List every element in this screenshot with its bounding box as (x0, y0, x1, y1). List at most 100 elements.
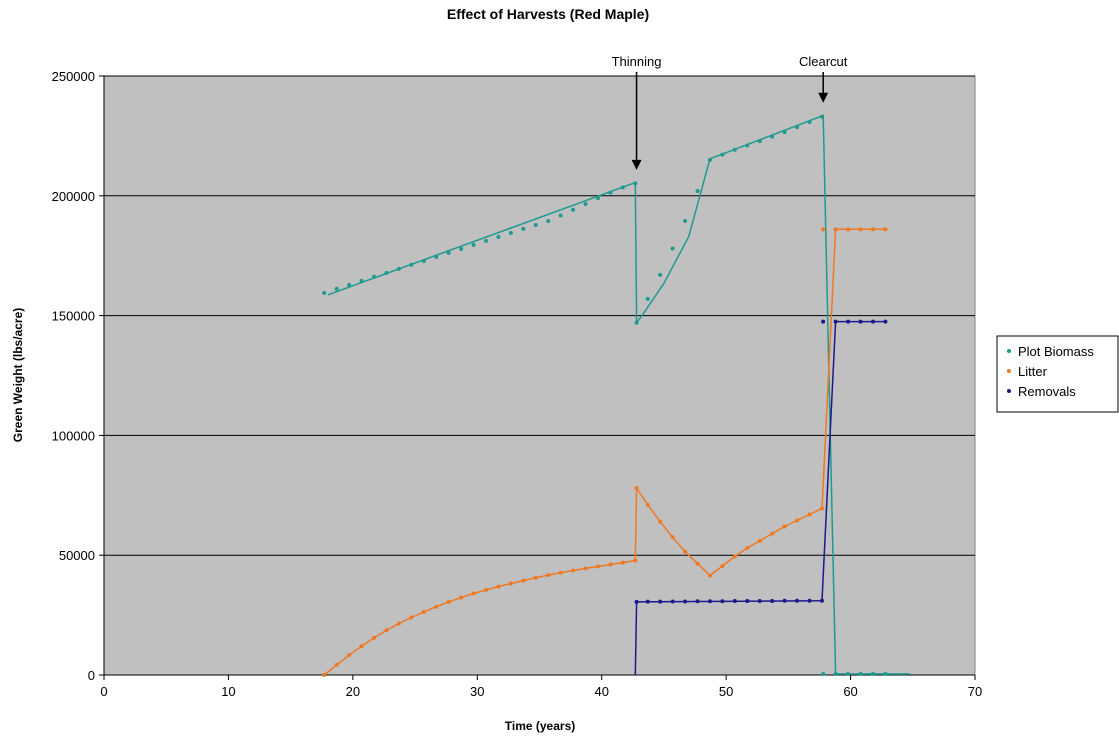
data-point (396, 621, 401, 626)
data-point (446, 599, 451, 604)
data-point (421, 258, 426, 263)
data-point (634, 320, 639, 325)
data-point (870, 227, 875, 232)
data-point (770, 531, 775, 536)
data-point (846, 319, 851, 324)
data-point (670, 599, 675, 604)
data-point (795, 125, 800, 130)
data-point (421, 609, 426, 614)
data-point (819, 506, 824, 511)
legend-box (996, 335, 1119, 413)
data-point (546, 573, 551, 578)
data-point (658, 599, 663, 604)
data-point (807, 120, 812, 125)
data-point (858, 672, 863, 677)
data-point (372, 635, 377, 640)
annotation-label: Thinning (612, 54, 662, 69)
data-point (720, 563, 725, 568)
data-point (670, 535, 675, 540)
data-point (833, 319, 838, 324)
data-point (795, 518, 800, 523)
data-point (757, 598, 762, 603)
annotation-arrowhead (818, 92, 829, 103)
y-tick-label: 250000 (52, 69, 95, 84)
data-point (483, 238, 488, 243)
data-point (546, 218, 551, 223)
data-point (583, 201, 588, 206)
data-point (707, 573, 712, 578)
data-point (770, 598, 775, 603)
data-point (732, 554, 737, 559)
data-point (372, 274, 377, 279)
data-point (533, 223, 538, 228)
data-point (757, 139, 762, 144)
data-point (821, 227, 826, 232)
annotation-label: Clearcut (799, 54, 848, 69)
data-point (634, 486, 639, 491)
legend: Plot Biomass Litter Removals (996, 335, 1119, 413)
x-axis-label: Time (years) (505, 719, 575, 733)
y-tick-label: 0 (88, 668, 95, 683)
x-tick-label: 0 (100, 684, 107, 699)
data-point (732, 598, 737, 603)
x-tick-label: 60 (843, 684, 857, 699)
data-point (409, 615, 414, 620)
data-point (608, 190, 613, 195)
data-point (707, 599, 712, 604)
data-point (683, 549, 688, 554)
data-point (807, 512, 812, 517)
y-tick-label: 200000 (52, 189, 95, 204)
data-point (459, 595, 464, 600)
data-point (322, 290, 327, 295)
data-point (720, 599, 725, 604)
data-point (384, 628, 389, 633)
data-point (670, 246, 675, 251)
axes: 0 50000 100000 150000 200000 250000 0 10 20 30 40 5… (52, 69, 983, 699)
data-point (645, 599, 650, 604)
data-point (858, 227, 863, 232)
data-point (496, 584, 501, 589)
data-point (634, 599, 639, 604)
data-point (658, 519, 663, 524)
data-point (508, 230, 513, 235)
data-point (821, 319, 826, 324)
data-point (459, 246, 464, 251)
data-point (396, 266, 401, 271)
data-point (434, 604, 439, 609)
data-point (508, 581, 513, 586)
legend-marker (1007, 369, 1011, 373)
data-point (683, 218, 688, 223)
data-point (833, 227, 838, 232)
data-point (846, 672, 851, 677)
data-point (819, 114, 824, 119)
annotation-arrowhead (631, 159, 642, 170)
data-point (521, 226, 526, 231)
data-point (807, 598, 812, 603)
x-tick-label: 10 (221, 684, 235, 699)
data-point (322, 673, 327, 677)
data-point (446, 250, 451, 255)
data-point (347, 282, 352, 287)
y-tick-label: 100000 (52, 428, 95, 443)
legend-marker (1007, 389, 1011, 393)
y-tick-label: 150000 (52, 309, 95, 324)
data-point (496, 235, 501, 240)
data-point (620, 185, 625, 190)
legend-label: Removals (1018, 384, 1076, 399)
data-point (633, 558, 638, 563)
data-point (745, 143, 750, 148)
data-point (770, 134, 775, 139)
data-point (870, 319, 875, 324)
data-point (846, 227, 851, 232)
data-point (359, 278, 364, 283)
data-point (819, 598, 824, 603)
data-point (558, 213, 563, 218)
data-point (833, 672, 838, 677)
data-point (483, 587, 488, 592)
x-tick-label: 50 (719, 684, 733, 699)
data-point (858, 319, 863, 324)
plot-area (103, 75, 976, 676)
data-point (883, 319, 888, 324)
data-point (620, 560, 625, 565)
